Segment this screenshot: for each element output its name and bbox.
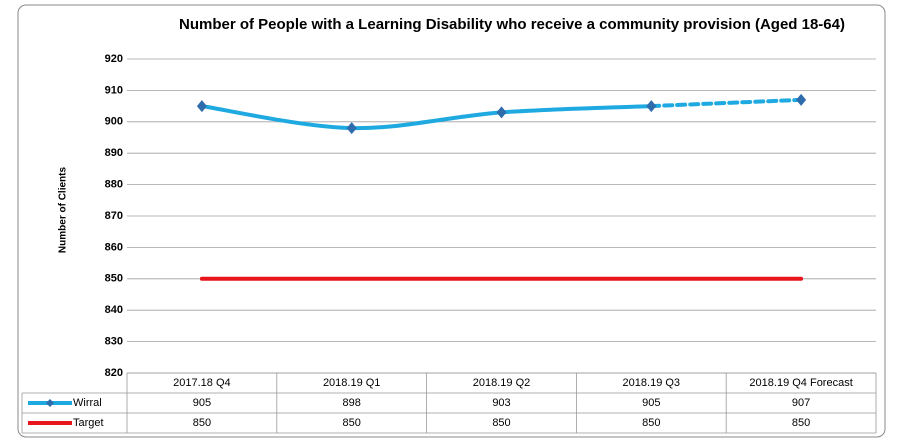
y-tick-label: 860 [105,241,123,253]
table-value: 850 [193,417,211,429]
marker [646,100,657,113]
table-value: 905 [193,397,211,409]
marker [496,106,507,119]
x-tick-label: 2018.19 Q1 [323,377,381,389]
y-tick-label: 840 [105,304,123,316]
y-tick-label: 900 [105,116,123,128]
y-axis-label: Number of Clients [58,167,69,254]
series-line [199,104,654,131]
table-value: 850 [792,417,810,429]
table-value: 850 [343,417,361,429]
series-line [649,97,804,109]
table-value: 850 [492,417,510,429]
y-tick-label: 830 [105,336,123,348]
y-tick-label: 850 [105,273,123,285]
y-tick-label: 820 [105,367,123,379]
marker [196,100,207,113]
legend-label: Wirral [73,397,102,409]
table-value: 903 [492,397,510,409]
table-value: 850 [642,417,660,429]
table-value: 905 [642,397,660,409]
legend-label: Target [73,417,104,429]
marker [796,93,807,106]
x-tick-label: 2017.18 Q4 [173,377,231,389]
y-tick-label: 890 [105,147,123,159]
chart-title: Number of People with a Learning Disabil… [179,16,845,33]
table-value: 898 [343,397,361,409]
y-tick-label: 920 [105,53,123,65]
y-tick-label: 870 [105,210,123,222]
x-tick-label: 2018.19 Q2 [473,377,531,389]
x-tick-label: 2018.19 Q4 Forecast [749,377,852,389]
legend-marker [46,399,54,407]
x-tick-label: 2018.19 Q3 [623,377,681,389]
marker [346,122,357,135]
y-tick-label: 910 [105,84,123,96]
table-value: 907 [792,397,810,409]
y-tick-label: 880 [105,179,123,191]
chart-border [17,4,886,438]
